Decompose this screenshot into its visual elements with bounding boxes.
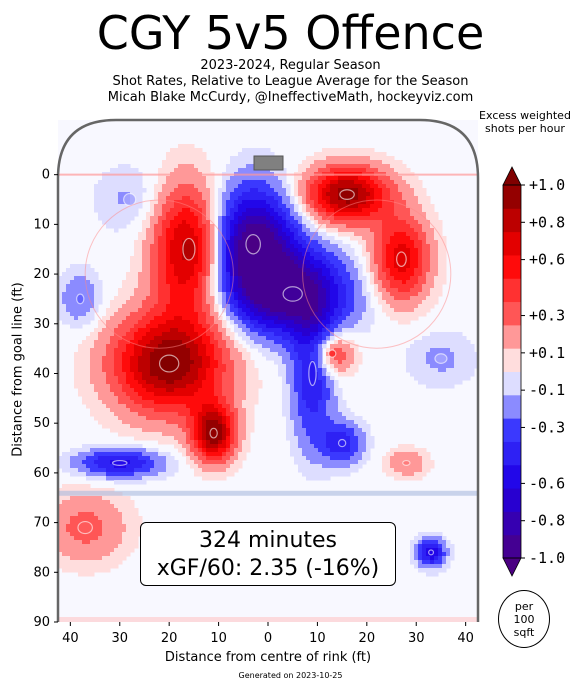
colorbar-tick-label: +0.8 [529, 213, 565, 231]
y-tick-label: 90 [33, 615, 50, 630]
red-line [58, 617, 478, 622]
goal-net [253, 155, 284, 171]
y-tick-label: 60 [33, 466, 50, 481]
colorbar-segment [503, 231, 521, 256]
colorbar-segment [503, 301, 521, 326]
chart-subtitle-author: Micah Blake McCurdy, @IneffectiveMath, h… [107, 90, 474, 105]
x-tick-label: 30 [111, 631, 128, 646]
faceoff-circle-right [302, 199, 452, 349]
colorbar-tick-label: +1.0 [529, 176, 565, 194]
colorbar-tick-label: +0.1 [529, 344, 565, 362]
colorbar-segment [503, 488, 521, 512]
hotspot-0 [158, 354, 180, 373]
y-tick-label: 30 [33, 317, 50, 332]
colorbar-segment [503, 348, 521, 372]
x-tick-label: 40 [62, 631, 79, 646]
x-tick-label: 0 [264, 631, 272, 646]
colorbar-segment [503, 511, 521, 536]
faceoff-circle-left [84, 199, 234, 349]
hotspot-9 [282, 286, 303, 302]
chart-subtitle-description: Shot Rates, Relative to League Average f… [112, 74, 469, 89]
y-tick-label: 80 [33, 565, 50, 580]
hotspot-4 [396, 251, 407, 267]
colorbar-segment [503, 371, 521, 396]
colorbar-segment [503, 208, 521, 233]
hotspot-5 [328, 349, 337, 358]
rink-boards [56, 118, 480, 622]
y-tick-label: 0 [42, 168, 50, 183]
hotspot-1 [182, 237, 196, 261]
colorbar-tick-label: -0.8 [529, 512, 565, 530]
colorbar-segment [503, 394, 521, 419]
colorbar-tick-label: +0.6 [529, 251, 565, 269]
x-axis-label: Distance from centre of rink (ft) [164, 650, 372, 665]
x-tick-label: 10 [210, 631, 227, 646]
hotspot-3 [339, 189, 355, 200]
hotspot-6 [402, 459, 411, 466]
hotspot-14 [76, 293, 85, 305]
colorbar-max-arrow [502, 166, 522, 186]
y-tick-label: 50 [33, 416, 50, 431]
colorbar-segment [503, 254, 521, 279]
x-tick-label: 10 [309, 631, 326, 646]
colorbar-tick-label: -0.3 [529, 418, 565, 436]
per-area-badge: per 100 sqft [498, 590, 550, 648]
hotspot-12 [111, 459, 128, 466]
colorbar-segment [503, 464, 521, 489]
y-axis-label: Distance from goal line (ft) [10, 282, 26, 457]
summary-minutes: 324 minutes [198, 528, 338, 553]
colorbar-segment [503, 185, 521, 209]
colorbar-segment [503, 324, 521, 349]
colorbar-min-arrow [502, 557, 522, 577]
hotspot-8 [245, 234, 261, 255]
colorbar-tick-label: -0.1 [529, 381, 565, 399]
colorbar-tick-label: -1.0 [529, 549, 565, 567]
x-tick-label: 40 [457, 631, 474, 646]
hotspot-13 [428, 549, 435, 556]
x-tick-label: 20 [359, 631, 376, 646]
colorbar-segment [503, 418, 521, 442]
colorbar-segment [503, 278, 521, 303]
hotspot-2 [209, 427, 218, 439]
x-tick-label: 30 [408, 631, 425, 646]
summary-box: 324 minutes xGF/60: 2.35 (-16%) [140, 522, 396, 586]
hotspot-16 [123, 192, 137, 207]
colorbar-title: Excess weighted shots per hour [479, 109, 571, 135]
chart-subtitle-season: 2023-2024, Regular Season [200, 58, 381, 73]
chart-title: CGY 5v5 Offence [96, 6, 485, 60]
summary-xgf: xGF/60: 2.35 (-16%) [156, 556, 380, 581]
colorbar-segment [503, 441, 521, 466]
hotspot-7 [77, 520, 93, 535]
colorbar-tick-label: -0.6 [529, 474, 565, 492]
x-tick-label: 20 [161, 631, 178, 646]
hotspot-15 [434, 353, 448, 364]
y-tick-label: 20 [33, 267, 50, 282]
y-tick-label: 10 [33, 217, 50, 232]
generated-footer: Generated on 2023-10-25 [238, 671, 343, 680]
y-tick-label: 40 [33, 366, 50, 381]
y-tick-label: 70 [33, 516, 50, 531]
colorbar-segment [503, 534, 521, 559]
hotspot-11 [337, 438, 347, 448]
hotspot-10 [308, 360, 317, 387]
blue-line [58, 490, 478, 496]
colorbar-tick-label: +0.3 [529, 307, 565, 325]
